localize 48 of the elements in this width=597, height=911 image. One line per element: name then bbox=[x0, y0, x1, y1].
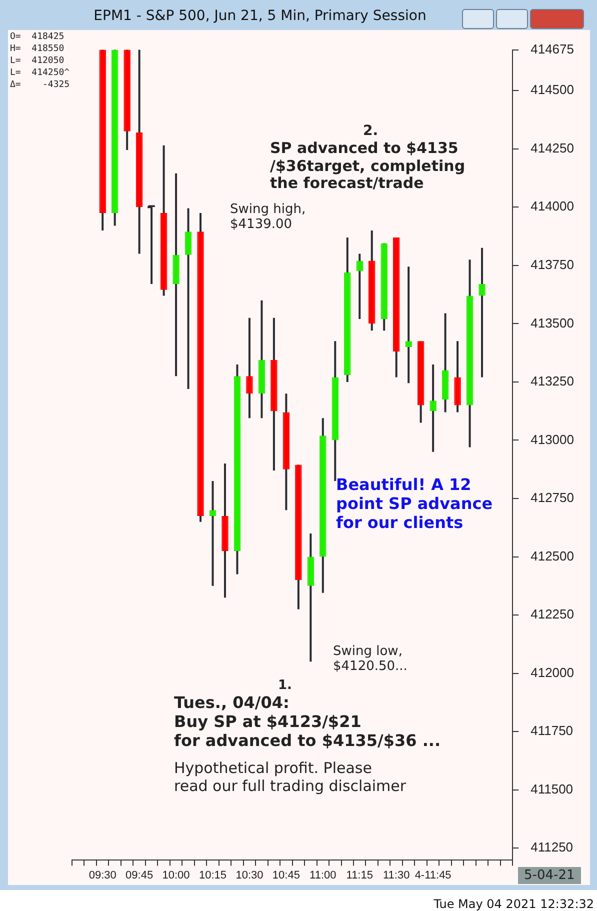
annotation: 1. bbox=[278, 678, 292, 694]
annotation: 2. bbox=[363, 123, 378, 140]
annotation: SP advanced to $4135 /$36target, completing the forecast/trade bbox=[270, 139, 466, 194]
x-tick-label: 10:45 bbox=[272, 869, 300, 882]
text: O= 418425 bbox=[10, 32, 64, 43]
x-tick-label: 4-11:45 bbox=[414, 869, 452, 882]
candlestick bbox=[356, 252, 363, 320]
y-tick-label: 412250 bbox=[530, 606, 574, 622]
candlestick bbox=[246, 316, 253, 420]
x-tick-label: 11:15 bbox=[346, 869, 373, 882]
annotation: Tues., 04/04: Buy SP at $4123/$21 for advanced to $4135/$36 ... bbox=[174, 693, 441, 751]
text: 5-04-21 bbox=[518, 867, 581, 884]
y-tick-label: 413250 bbox=[530, 374, 574, 389]
x-tick-label: 10:00 bbox=[162, 869, 190, 882]
candlestick bbox=[184, 207, 192, 390]
candlestick bbox=[478, 246, 486, 378]
text: Tue May 04 2021 12:32:32 bbox=[434, 897, 594, 911]
annotation: Swing low, $4120.50... bbox=[333, 644, 408, 675]
y-tick-label: 414500 bbox=[530, 82, 574, 98]
annotation: Hypothetical profit. Please read our full trading disclaimer bbox=[174, 759, 406, 796]
x-tick-label: 10:15 bbox=[198, 869, 227, 882]
x-tick-label: 09:30 bbox=[88, 869, 116, 882]
x-tick-label: 09:45 bbox=[126, 869, 154, 882]
y-tick-label: 412750 bbox=[530, 490, 574, 506]
chart-title: EPM1 - S&P 500, Jun 21, 5 Min, Primary Session bbox=[92, 8, 428, 24]
text: Δ= -4325 bbox=[10, 80, 70, 91]
x-tick-label: 11:30 bbox=[382, 869, 410, 882]
annotation: Beautiful! A 12 point SP advance for our clients bbox=[336, 475, 493, 533]
y-tick-label: 414675 bbox=[530, 41, 574, 56]
x-tick-label: 11:00 bbox=[310, 869, 336, 882]
y-tick-label: 413750 bbox=[530, 256, 574, 272]
y-tick-label: 413000 bbox=[530, 432, 574, 447]
candlestick bbox=[405, 266, 412, 384]
y-tick-label: 414250 bbox=[530, 140, 574, 156]
y-tick-label: 412500 bbox=[530, 548, 574, 564]
text: L= 412050 bbox=[10, 56, 64, 67]
candlestick bbox=[430, 363, 436, 453]
y-tick-label: 411250 bbox=[530, 840, 574, 855]
y-tick-label: 411750 bbox=[530, 723, 574, 738]
y-tick-label: 412000 bbox=[530, 664, 574, 680]
text: L= 414250^ bbox=[10, 68, 70, 79]
y-tick-label: 411500 bbox=[530, 781, 574, 796]
candlestick bbox=[209, 480, 216, 587]
text: H= 418550 bbox=[10, 44, 64, 55]
annotation: Swing high, $4139.00 bbox=[230, 202, 306, 233]
x-tick-label: 10:30 bbox=[236, 869, 264, 882]
y-tick-label: 413500 bbox=[530, 315, 574, 330]
y-tick-label: 414000 bbox=[530, 198, 574, 214]
